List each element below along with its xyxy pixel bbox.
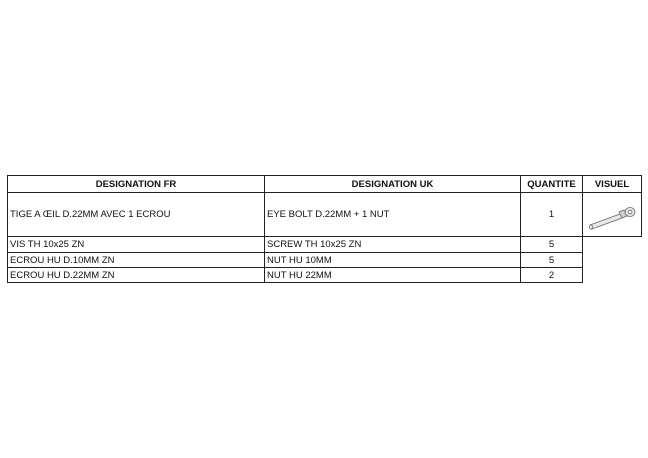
row-1-visual xyxy=(582,192,642,237)
row-3-uk: NUT HU 10MM xyxy=(264,252,521,268)
row-4-fr: ECROU HU D.22MM ZN xyxy=(7,267,265,283)
eye-bolt-icon xyxy=(589,206,636,230)
header-designation-uk: DESIGNATION UK xyxy=(264,175,521,193)
header-quantite: QUANTITE xyxy=(520,175,583,193)
header-visuel: VISUEL xyxy=(582,175,642,193)
row-1-uk: EYE BOLT D.22MM + 1 NUT xyxy=(264,192,521,237)
row-4-uk: NUT HU 22MM xyxy=(264,267,521,283)
row-1-qty: 1 xyxy=(520,192,583,237)
row-1-fr: TIGE A ŒIL D.22MM AVEC 1 ECROU xyxy=(7,192,265,237)
row-2-qty: 5 xyxy=(520,236,583,253)
row-3-fr: ECROU HU D.10MM ZN xyxy=(7,252,265,268)
row-2-fr: VIS TH 10x25 ZN xyxy=(7,236,265,253)
header-designation-fr: DESIGNATION FR xyxy=(7,175,265,193)
row-4-qty: 2 xyxy=(520,267,583,283)
row-3-qty: 5 xyxy=(520,252,583,268)
row-2-uk: SCREW TH 10x25 ZN xyxy=(264,236,521,253)
